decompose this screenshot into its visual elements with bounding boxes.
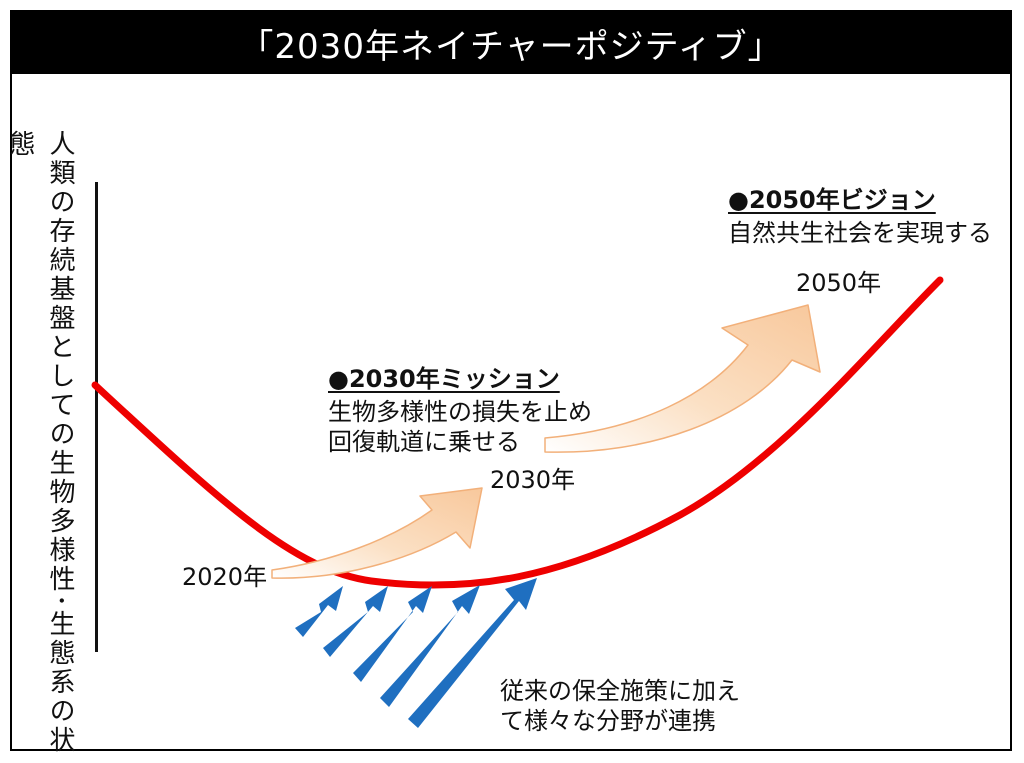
mission-heading: ●2030年ミッション (328, 365, 560, 393)
page-title: 「2030年ネイチャーポジティブ」 (239, 26, 783, 67)
sector-cooperation-arrows (295, 578, 537, 728)
blue-arrow-1 (295, 586, 343, 637)
vision-text-line1: 自然共生社会を実現する (728, 219, 992, 247)
progress-arrow-2030-2050 (544, 304, 821, 453)
measures-text-line1: 従来の保全施策に加え (500, 677, 740, 705)
year-label-2030: 2030年 (490, 466, 576, 494)
year-label-2020: 2020年 (182, 563, 268, 591)
title-bar: 「2030年ネイチャーポジティブ」 (12, 12, 1010, 74)
blue-arrow-4 (380, 585, 480, 707)
y-axis-label: 人類の存続基盤としての生物多様性･生態系の状態 (5, 130, 75, 755)
mission-text-line1: 生物多様性の損失を止め (328, 398, 592, 426)
year-label-2050: 2050年 (796, 269, 882, 297)
y-axis-line (95, 182, 98, 652)
mission-text-line2: 回復軌道に乗せる (328, 428, 520, 456)
blue-arrow-5 (408, 578, 537, 728)
biodiversity-trend-curve (91, 276, 944, 589)
progress-arrow-2020-2030 (271, 487, 483, 579)
blue-arrow-3 (353, 586, 432, 682)
vision-heading: ●2050年ビジョン (728, 186, 936, 214)
blue-arrow-2 (323, 586, 388, 657)
measures-text-line2: て様々な分野が連携 (500, 707, 716, 735)
